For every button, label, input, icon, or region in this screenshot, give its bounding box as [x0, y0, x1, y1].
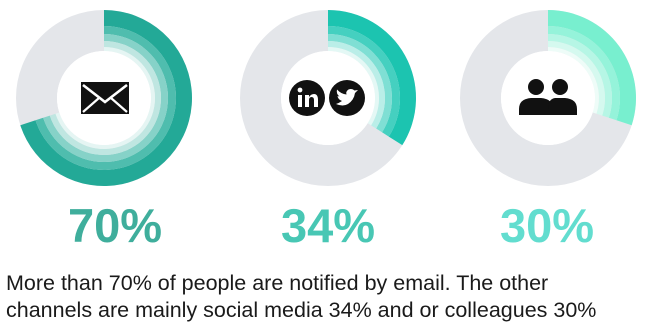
donut-segment-social	[328, 34, 392, 133]
twitter-icon	[329, 80, 365, 116]
donut-segment-social	[328, 47, 380, 126]
donut-segment-social	[328, 26, 400, 137]
email-percentage: 70%	[67, 199, 163, 252]
donut-segment-social	[328, 10, 416, 146]
donut-segment-colleagues	[548, 34, 612, 118]
donut-segment-colleagues	[548, 26, 620, 121]
donut-segment-colleagues	[548, 41, 605, 116]
social-percentage: 34%	[280, 199, 376, 252]
donut-hole	[501, 51, 595, 145]
colleagues-percentage: 30%	[499, 199, 595, 252]
donut-hole	[281, 51, 375, 145]
donut-segment-social	[328, 41, 385, 129]
donut-segment-colleagues	[548, 10, 636, 126]
donut-colleagues	[460, 10, 636, 186]
donut-social	[240, 10, 416, 186]
donut-charts	[16, 10, 636, 187]
people-icon	[519, 79, 577, 115]
caption: More than 70% of people are notified by …	[6, 270, 656, 324]
caption-line-2: channels are mainly social media 34% and…	[6, 298, 597, 322]
envelope-icon	[81, 82, 129, 114]
linkedin-icon	[289, 80, 325, 116]
caption-line-1: More than 70% of people are notified by …	[6, 271, 549, 295]
